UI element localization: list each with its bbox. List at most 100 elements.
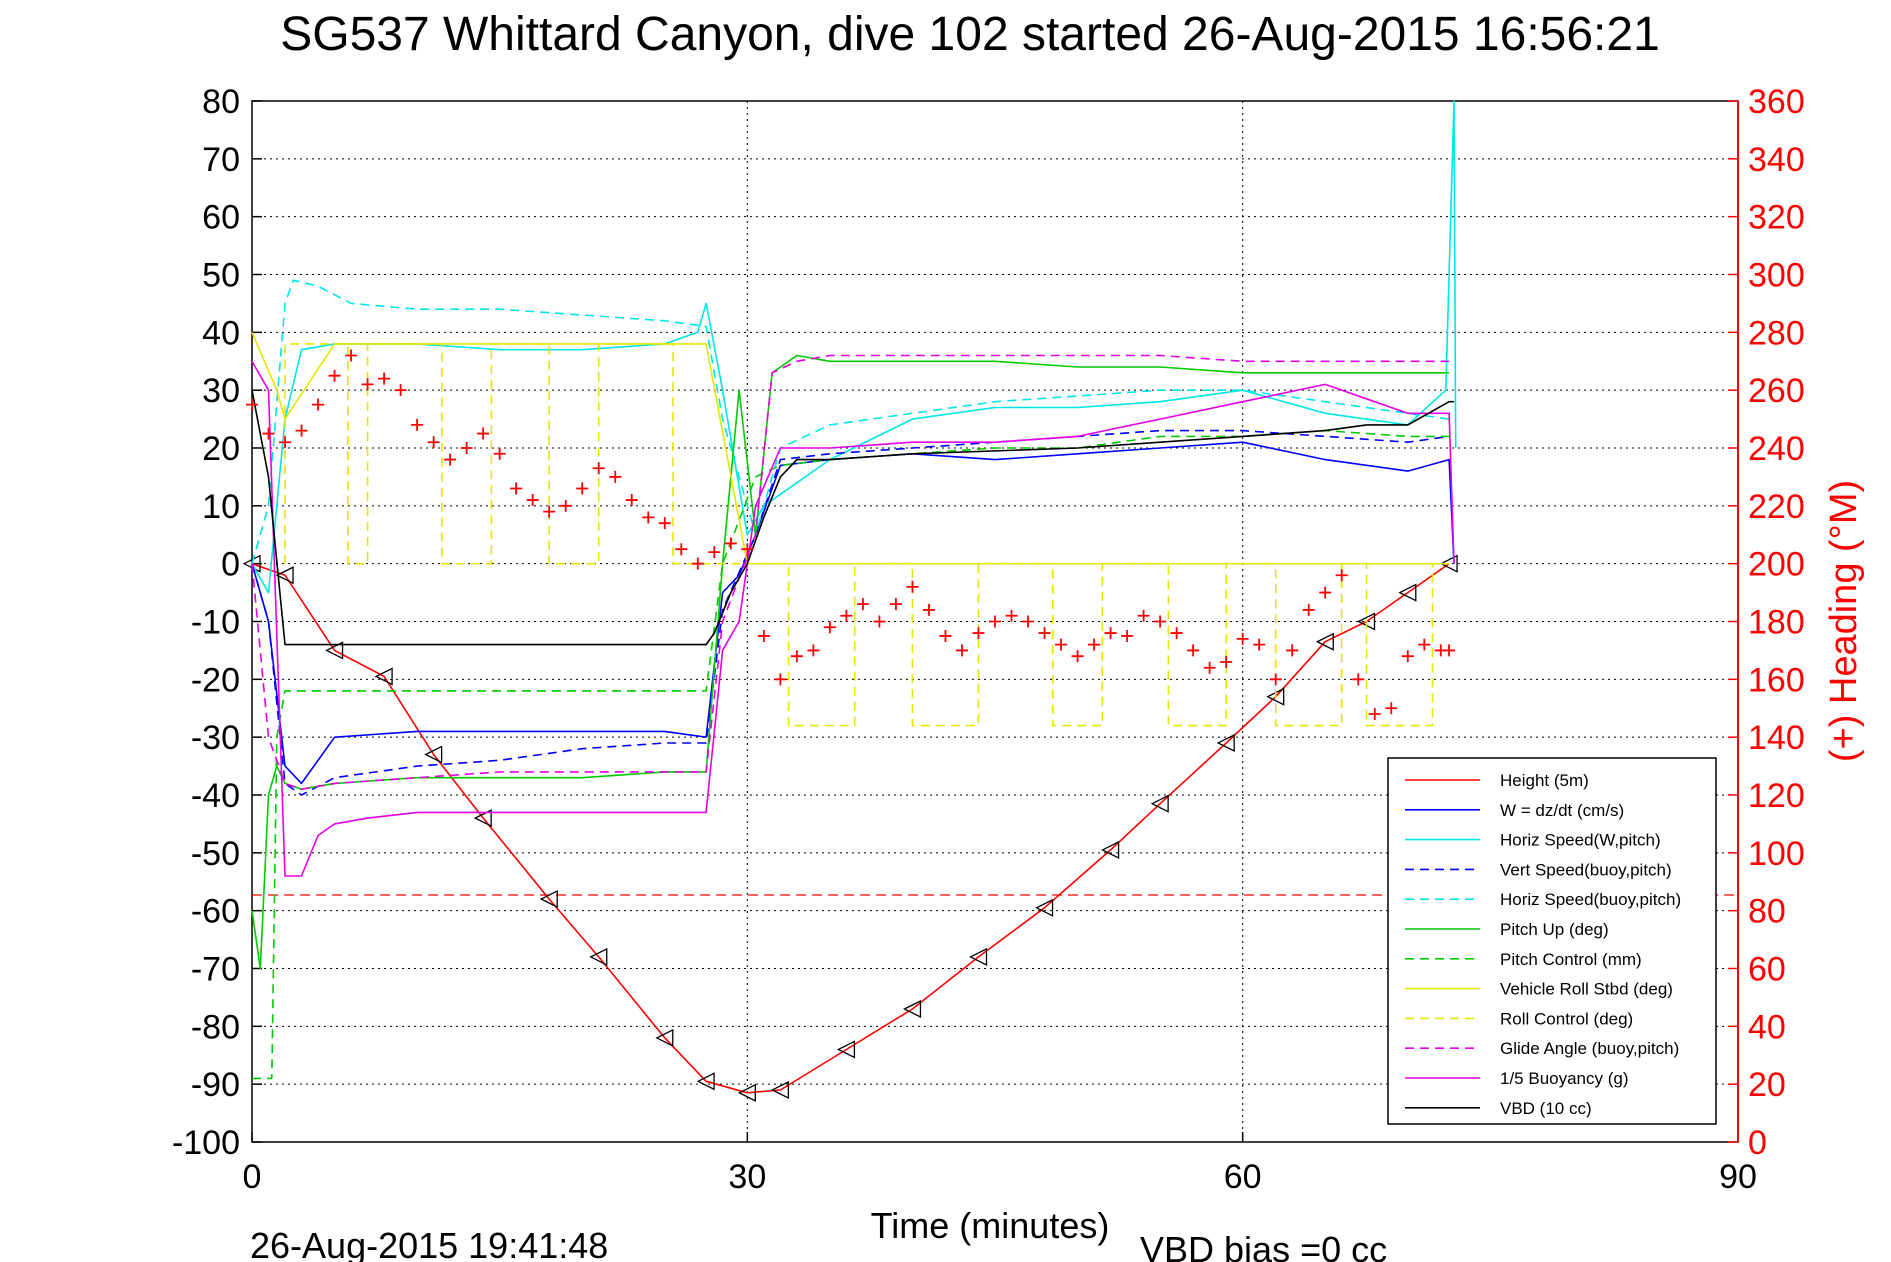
series-12-point bbox=[989, 615, 1001, 628]
series-12-point bbox=[823, 621, 836, 634]
y2-tick-label: 220 bbox=[1748, 488, 1805, 526]
y2-tick-label: 80 bbox=[1748, 893, 1786, 931]
series-12-point bbox=[444, 453, 457, 466]
series-0-point bbox=[539, 890, 558, 909]
series-12-point bbox=[1055, 638, 1068, 651]
series-12-point bbox=[642, 511, 655, 524]
legend-items: Height (5m) W = dz/dt (cm/s) Horiz Speed(W… bbox=[1405, 771, 1681, 1118]
series-0-point bbox=[1150, 794, 1169, 813]
series-0-point bbox=[473, 809, 492, 828]
y2-tick-label: 280 bbox=[1748, 314, 1805, 352]
x-axis-label: Time (minutes) bbox=[871, 1205, 1110, 1246]
y2-tick-label: 180 bbox=[1748, 604, 1805, 642]
series-12-point bbox=[774, 673, 787, 686]
series-12-point bbox=[361, 378, 374, 391]
y-tick-label: -100 bbox=[172, 1124, 240, 1162]
y2-tick-label: 20 bbox=[1748, 1066, 1786, 1104]
series-12-point bbox=[1038, 627, 1051, 640]
series-12-point bbox=[1319, 586, 1332, 599]
series-0-point bbox=[374, 667, 393, 686]
y-tick-label: 50 bbox=[202, 257, 240, 295]
series-12-point bbox=[675, 543, 688, 556]
series-12-point bbox=[1401, 650, 1414, 663]
series-12-point bbox=[559, 499, 572, 512]
footer-timestamp: 26-Aug-2015 19:41:48 bbox=[250, 1225, 608, 1262]
y-tick-label: 10 bbox=[202, 488, 240, 526]
series-0-point bbox=[325, 641, 344, 660]
series-12-point bbox=[609, 470, 622, 483]
series-12-point bbox=[1368, 708, 1381, 721]
series-12-point bbox=[922, 603, 935, 616]
series-12-point bbox=[807, 644, 820, 657]
x-axis: 0 30 60 90 bbox=[243, 1132, 1757, 1196]
series-0-point bbox=[902, 999, 922, 1019]
series-0-point bbox=[1439, 554, 1458, 573]
series-12-point bbox=[955, 644, 968, 657]
series-12-point bbox=[295, 424, 308, 437]
series-0-line bbox=[251, 562, 1450, 1094]
y2-tick-label: 60 bbox=[1748, 951, 1786, 989]
series-12-point bbox=[708, 546, 721, 559]
series-12-point bbox=[1269, 673, 1282, 686]
series-12-point bbox=[1302, 603, 1315, 616]
footer-vbd-bias: VBD bias =0 cc bbox=[1140, 1229, 1387, 1262]
legend-label: Pitch Up (deg) bbox=[1500, 920, 1609, 939]
y-tick-label: 0 bbox=[221, 546, 240, 584]
series-12-point bbox=[543, 505, 556, 518]
series-12-point bbox=[1443, 644, 1456, 657]
series-12-point bbox=[1385, 702, 1398, 715]
y2-tick-label: 340 bbox=[1748, 141, 1805, 179]
legend-label: 1/5 Buoyancy (g) bbox=[1500, 1069, 1629, 1088]
series-8-line bbox=[284, 343, 1434, 727]
y2-tick-label: 0 bbox=[1748, 1124, 1767, 1162]
legend-label: W = dz/dt (cm/s) bbox=[1500, 801, 1624, 820]
y-tick-label: -40 bbox=[191, 777, 240, 815]
series-12-point bbox=[1088, 638, 1101, 651]
y2-tick-label: 140 bbox=[1748, 719, 1805, 757]
series-12-point bbox=[724, 537, 737, 550]
y-tick-label: -10 bbox=[191, 604, 240, 642]
y-tick-label: 80 bbox=[202, 83, 240, 121]
series-9-line bbox=[251, 354, 1450, 791]
series-12-point bbox=[1170, 627, 1183, 640]
series-12-point bbox=[1187, 644, 1200, 657]
legend-label: Height (5m) bbox=[1500, 771, 1589, 790]
y-tick-label: 40 bbox=[202, 314, 240, 352]
series-12-point bbox=[906, 580, 919, 593]
series-12-point bbox=[889, 598, 902, 611]
series-12-point bbox=[279, 436, 292, 449]
series-0-point bbox=[770, 1080, 790, 1100]
series-0-point bbox=[1398, 583, 1417, 602]
series-12-point bbox=[510, 482, 523, 495]
y-tick-label: -70 bbox=[191, 951, 240, 989]
series-12-point bbox=[576, 482, 589, 495]
series-0-point bbox=[1035, 898, 1054, 917]
legend-label: VBD (10 cc) bbox=[1500, 1099, 1592, 1118]
series-0-point bbox=[655, 1028, 674, 1047]
y2-tick-label: 320 bbox=[1748, 199, 1805, 237]
y2-axis-label: (+) Heading (°M) bbox=[1823, 480, 1865, 762]
chart-title: SG537 Whittard Canyon, dive 102 started … bbox=[280, 8, 1660, 61]
series-12-point bbox=[526, 494, 539, 507]
series-0-point bbox=[737, 1083, 756, 1102]
series-12-point bbox=[856, 598, 869, 611]
legend-label: Horiz Speed(buoy,pitch) bbox=[1500, 890, 1681, 909]
series-12-point bbox=[1236, 632, 1249, 645]
series-group bbox=[242, 100, 1458, 1102]
y-tick-label: 20 bbox=[202, 430, 240, 468]
series-12-point bbox=[1022, 615, 1035, 628]
series-0-point bbox=[1315, 632, 1334, 651]
y-tick-label: 60 bbox=[202, 199, 240, 237]
series-12-point bbox=[658, 517, 671, 530]
series-12-point bbox=[477, 427, 490, 440]
series-12-point bbox=[625, 494, 638, 507]
series-0-point bbox=[275, 566, 294, 585]
series-12-point bbox=[262, 427, 275, 440]
legend-label: Glide Angle (buoy,pitch) bbox=[1500, 1039, 1679, 1058]
x-tick-label: 30 bbox=[728, 1158, 766, 1196]
series-12-point bbox=[741, 543, 754, 556]
y2-tick-label: 300 bbox=[1748, 257, 1805, 295]
legend-label: Vert Speed(buoy,pitch) bbox=[1500, 860, 1672, 879]
x-tick-label: 0 bbox=[243, 1158, 262, 1196]
